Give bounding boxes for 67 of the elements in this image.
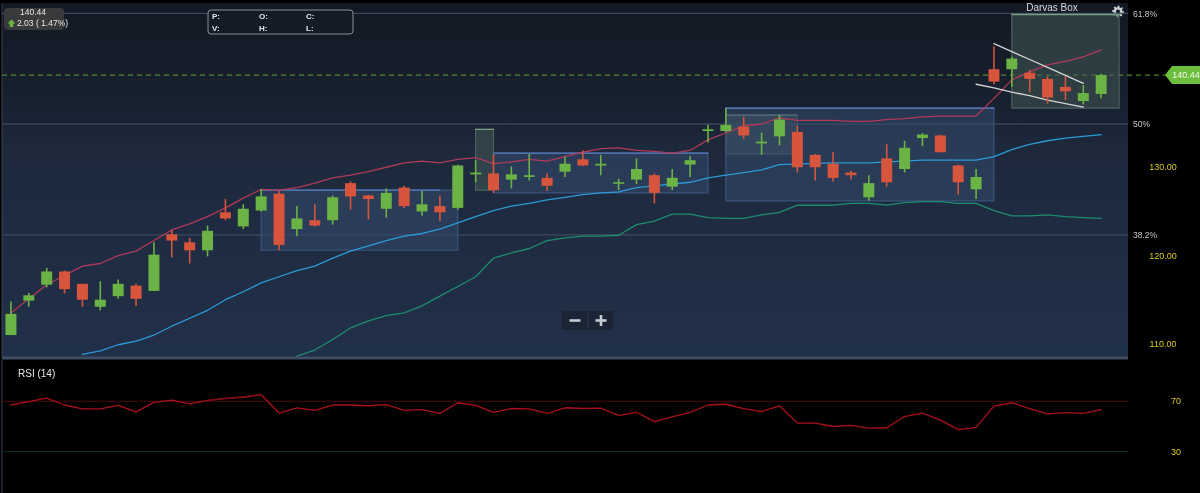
annotation: O: [259,11,268,21]
candlestick [202,224,214,258]
candlestick [345,180,357,211]
candlestick [970,168,982,200]
candlestick [559,155,571,178]
line-series [10,394,1102,431]
candlestick [94,280,106,312]
candlestick [184,237,196,265]
annotation: L: [306,23,314,33]
candlestick [809,153,821,182]
candlestick [488,153,500,194]
ref-line-label: 140.44 [1172,70,1200,81]
candlestick [112,278,124,300]
line-series [975,83,1084,108]
candlestick [881,143,893,188]
annotation: 2.03 ( 1.47%) [17,17,69,28]
annotation: P: [212,11,220,21]
ref-line-label: 50% [1133,119,1151,130]
annotation: 140.44 [20,7,47,17]
candlestick [219,198,231,222]
annotation: C: [306,11,315,21]
candlestick [863,174,875,202]
line-series [993,42,1084,85]
line-series [81,133,1102,356]
candlestick [1042,75,1054,105]
candlestick [720,107,732,133]
candlestick [398,185,410,209]
candlestick [130,283,142,307]
candlestick [666,168,678,192]
ref-line-label: 61.8% [1133,8,1158,19]
y-tick-label: 110.00 [1149,339,1177,350]
candlestick [952,163,964,196]
annotation: V: [212,23,220,33]
y-tick-label: 120.00 [1149,250,1177,261]
candlestick [630,157,642,185]
candlestick [505,165,517,190]
candlestick [827,151,839,183]
candlestick [166,229,178,259]
text: RSI (14) [18,368,56,379]
line-series [296,201,1102,357]
candlestick [327,194,339,226]
candlestick [684,154,696,178]
candlestick [702,124,714,144]
candlestick [988,45,1000,86]
candlestick [738,116,750,140]
annotation: H: [259,23,268,33]
candlestick [1006,56,1018,88]
candlestick [1095,72,1107,100]
ref-line-label: 38.2% [1133,230,1158,241]
y-tick-label: 130.00 [1149,162,1177,173]
candlestick [380,187,392,219]
candlestick [416,190,428,217]
candlestick [1059,75,1071,101]
candlestick [434,194,446,222]
candlestick [1024,69,1036,93]
candlestick [773,114,785,146]
candlestick [1077,84,1089,106]
y-tick-label: 70 [1170,396,1182,407]
candlestick [648,172,660,205]
candlestick [523,153,535,182]
candlestick [899,139,911,174]
candlestick [41,267,53,289]
candlestick [5,300,17,336]
annotation: Darvas Box [1026,2,1078,13]
y-tick-label: 30 [1170,446,1182,457]
candlestick [291,205,303,237]
candlestick [237,203,249,230]
